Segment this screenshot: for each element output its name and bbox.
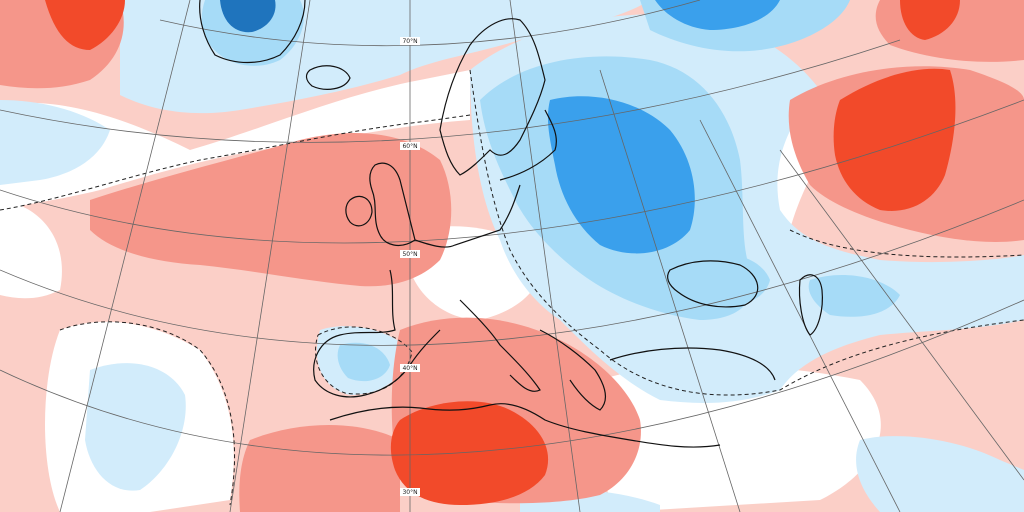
coast-balkans-greece: [539, 329, 607, 411]
latitude-line-50n: [0, 99, 1024, 244]
coast-italy: [459, 299, 541, 392]
lat-label-box-40n: [400, 364, 420, 372]
cool-strong-north-russia: [655, 0, 780, 30]
neutral-band-west: [0, 200, 62, 299]
zero-contours: [0, 69, 1024, 506]
lat-label-box-60n: [400, 142, 420, 150]
meridian-line-5: [599, 69, 741, 512]
warm-strong-north-west: [45, 0, 125, 50]
coast-baltic: [499, 109, 557, 181]
lat-label-box-50n: [400, 250, 420, 258]
meridian-line-4: [509, 0, 581, 512]
coast-scandinavia: [439, 18, 546, 176]
meridian-line-6: [699, 119, 901, 512]
cool-moderate-black-sea: [679, 252, 770, 307]
lat-label-70n: 70°N: [402, 38, 417, 45]
coast-ireland: [345, 195, 373, 227]
zero-contour-south-west: [59, 321, 236, 506]
lat-label-50n: 50°N: [402, 251, 417, 258]
meridian-line-2: [229, 0, 311, 512]
meridian-line-1: [59, 0, 191, 512]
latitude-line-70n: [159, 0, 701, 47]
coast-north-africa: [329, 403, 721, 448]
lat-label-30n: 30°N: [402, 489, 417, 496]
cool-moderate-iberia: [337, 342, 390, 382]
warm-moderate-north-africa: [239, 425, 400, 512]
coast-turkey: [609, 347, 776, 381]
lat-label-40n: 40°N: [402, 365, 417, 372]
lat-label-box-30n: [400, 488, 420, 496]
coast-caspian: [798, 274, 823, 336]
coast-iceland: [305, 65, 351, 90]
neutral-band-north-atlantic: [0, 70, 470, 210]
cool-moderate-caspian: [808, 275, 900, 317]
latitude-line-30n: [0, 299, 1024, 456]
latitude-line-60n: [0, 39, 901, 143]
warm-strong-north-east: [900, 0, 960, 40]
zero-contour-iberia: [315, 326, 413, 395]
cool-strong-russia: [547, 96, 695, 254]
warm-moderate-atlantic: [90, 132, 452, 287]
latitude-line-40n: [0, 199, 1024, 346]
cool-very-strong-greenland: [220, 0, 276, 33]
cool-light-middle-east: [856, 436, 1024, 512]
neutral-east-med: [591, 365, 881, 512]
lat-label-box-70n: [400, 37, 420, 45]
coast-greenland: [199, 0, 306, 64]
latitude-labels: 70°N 60°N 50°N 40°N 30°N: [400, 37, 420, 496]
warm-strong-east: [833, 68, 956, 211]
lat-label-60n: 60°N: [402, 143, 417, 150]
meridian-line-7: [779, 149, 1024, 481]
warm-strong-north-africa: [390, 401, 549, 505]
coast-british-isles: [369, 162, 416, 247]
cool-light-west-atlantic: [0, 100, 110, 185]
coast-black-sea: [667, 260, 759, 308]
zero-contour-east: [789, 229, 1024, 258]
coast-western-europe: [414, 184, 521, 248]
cool-light-south-west: [85, 363, 186, 491]
